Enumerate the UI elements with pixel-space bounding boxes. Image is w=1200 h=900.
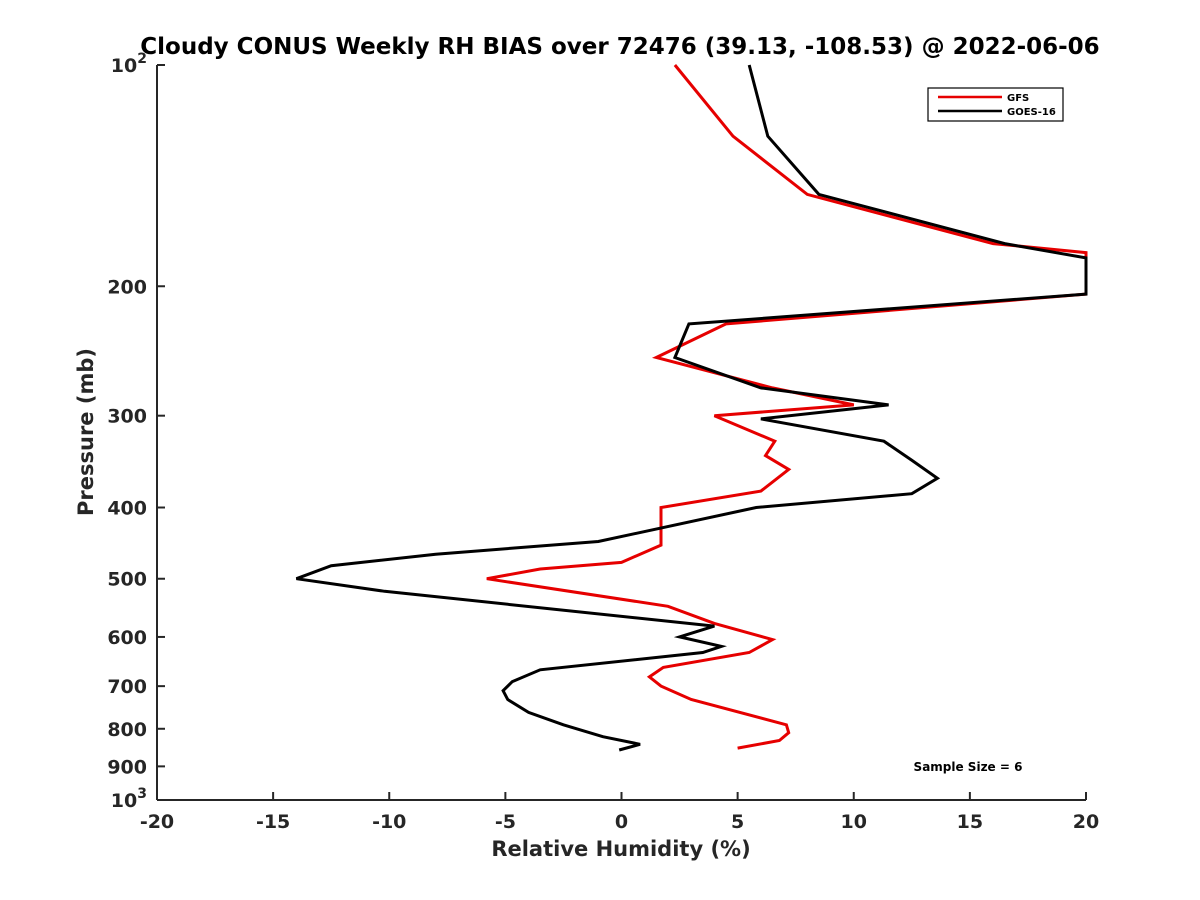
y-tick-label: 200 xyxy=(107,276,147,298)
legend-label-gfs: GFS xyxy=(1007,93,1029,104)
y-tick-label: 700 xyxy=(107,676,147,698)
legend-label-goes16: GOES-16 xyxy=(1007,107,1056,118)
x-tick-label: 20 xyxy=(1073,811,1099,833)
chart-title: Cloudy CONUS Weekly RH BIAS over 72476 (… xyxy=(140,34,1099,60)
x-tick-label: 10 xyxy=(841,811,867,833)
sample-size-annotation: Sample Size = 6 xyxy=(914,760,1023,774)
x-tick-label: -15 xyxy=(256,811,290,833)
y-axis-label: Pressure (mb) xyxy=(74,348,98,516)
y-tick-label: 900 xyxy=(107,756,147,778)
y-tick-label: 600 xyxy=(107,627,147,649)
y-tick-label: 300 xyxy=(107,406,147,428)
y-tick-label: 400 xyxy=(107,498,147,520)
legend: GFS GOES-16 xyxy=(927,87,1064,122)
x-tick-label: -5 xyxy=(495,811,516,833)
x-tick-label: 15 xyxy=(957,811,983,833)
x-axis-label: Relative Humidity (%) xyxy=(491,837,750,861)
x-tick-label: -20 xyxy=(140,811,174,833)
x-tick-label: 5 xyxy=(731,811,744,833)
y-tick-label: 800 xyxy=(107,719,147,741)
series-layer xyxy=(295,64,1088,752)
y-tick-label: 500 xyxy=(107,569,147,591)
legend-box xyxy=(927,87,1064,122)
x-tick-label: -10 xyxy=(372,811,406,833)
series-line-goes16 xyxy=(295,64,1088,752)
x-ticks: -20 -15 -10 -5 0 5 10 15 20 xyxy=(140,792,1099,833)
x-tick-label: 0 xyxy=(615,811,628,833)
